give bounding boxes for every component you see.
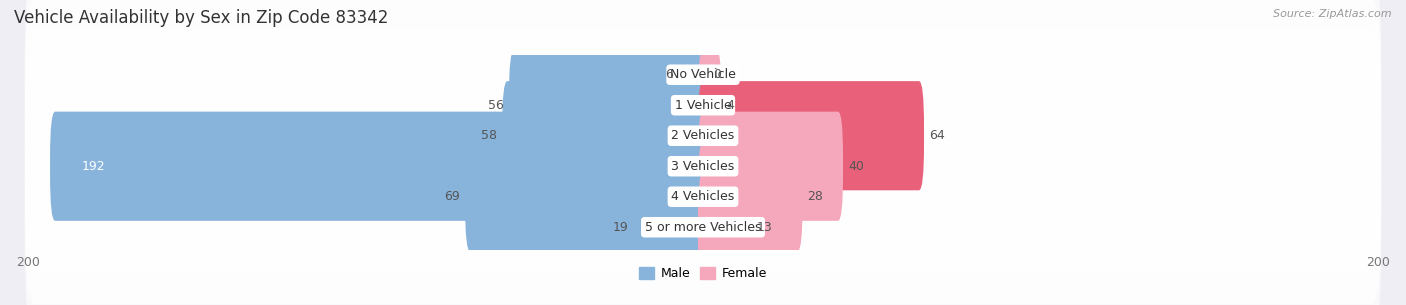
Text: 4 Vehicles: 4 Vehicles: [672, 190, 734, 203]
FancyBboxPatch shape: [25, 90, 1381, 304]
Text: 4: 4: [727, 99, 734, 112]
Text: 1 Vehicle: 1 Vehicle: [675, 99, 731, 112]
FancyBboxPatch shape: [697, 173, 752, 282]
FancyBboxPatch shape: [509, 51, 709, 160]
FancyBboxPatch shape: [25, 59, 1381, 273]
Text: Source: ZipAtlas.com: Source: ZipAtlas.com: [1274, 9, 1392, 19]
Text: 19: 19: [613, 221, 628, 234]
FancyBboxPatch shape: [502, 81, 709, 190]
Text: 192: 192: [82, 160, 105, 173]
Text: 13: 13: [756, 221, 773, 234]
FancyBboxPatch shape: [678, 20, 709, 129]
FancyBboxPatch shape: [697, 112, 844, 221]
FancyBboxPatch shape: [465, 142, 709, 251]
Text: 28: 28: [807, 190, 824, 203]
Legend: Male, Female: Male, Female: [634, 262, 772, 285]
Text: Vehicle Availability by Sex in Zip Code 83342: Vehicle Availability by Sex in Zip Code …: [14, 9, 388, 27]
FancyBboxPatch shape: [25, 0, 1381, 182]
FancyBboxPatch shape: [25, 0, 1381, 212]
FancyBboxPatch shape: [697, 81, 924, 190]
FancyBboxPatch shape: [25, 29, 1381, 243]
FancyBboxPatch shape: [634, 173, 709, 282]
Text: No Vehicle: No Vehicle: [671, 68, 735, 81]
FancyBboxPatch shape: [51, 112, 709, 221]
Text: 56: 56: [488, 99, 503, 112]
Text: 64: 64: [929, 129, 945, 142]
Text: 69: 69: [444, 190, 460, 203]
Text: 5 or more Vehicles: 5 or more Vehicles: [645, 221, 761, 234]
FancyBboxPatch shape: [697, 51, 721, 160]
FancyBboxPatch shape: [697, 142, 803, 251]
Text: 3 Vehicles: 3 Vehicles: [672, 160, 734, 173]
FancyBboxPatch shape: [25, 120, 1381, 305]
Text: 2 Vehicles: 2 Vehicles: [672, 129, 734, 142]
Text: 0: 0: [713, 68, 721, 81]
Text: 58: 58: [481, 129, 498, 142]
Text: 40: 40: [848, 160, 863, 173]
Text: 6: 6: [665, 68, 672, 81]
